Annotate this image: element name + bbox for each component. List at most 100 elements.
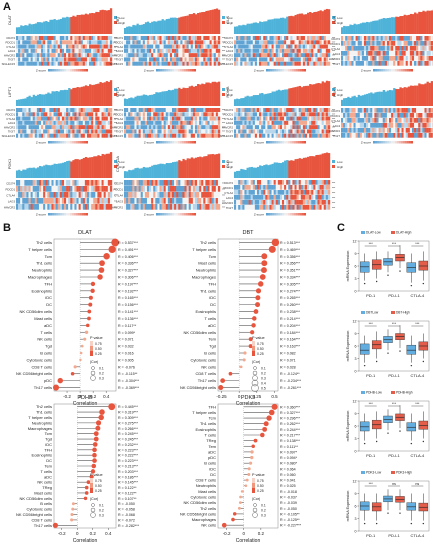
heat-cell <box>97 48 100 53</box>
heat-cell <box>132 48 135 53</box>
heat-cell <box>376 113 379 118</box>
correlation-value: R = 0.071 <box>118 338 134 342</box>
heat-cell <box>107 133 111 138</box>
heat-cell <box>93 40 96 45</box>
heat-cell <box>298 125 301 130</box>
legend-label-high: High <box>119 21 126 25</box>
correlation-value: R = 0.016 <box>118 352 134 356</box>
heat-cell <box>407 113 411 118</box>
heat-cell <box>197 120 200 125</box>
heat-cell <box>279 180 283 185</box>
heat-cell <box>376 46 379 51</box>
heat-cell <box>124 198 127 204</box>
heat-cell <box>321 40 324 45</box>
expression-bar <box>370 92 373 106</box>
heat-cell <box>95 57 98 62</box>
color-scale-cell <box>172 141 174 144</box>
heat-cell <box>265 36 268 40</box>
heat-cell <box>248 53 251 58</box>
color-scale-cell <box>194 213 196 216</box>
heat-cell <box>84 108 88 112</box>
heat-cell <box>325 190 329 195</box>
heat-cell <box>53 36 56 40</box>
heat-cell <box>397 123 400 128</box>
heat-cell <box>275 36 279 40</box>
plot-frame <box>217 238 279 392</box>
correlation-value: R = 0.141*** <box>118 310 138 314</box>
expression-bar <box>18 99 21 106</box>
legend-label-low: Low <box>227 88 233 92</box>
heat-cell <box>91 129 94 134</box>
heat-cell <box>236 120 239 125</box>
heat-cell <box>186 53 189 58</box>
expression-bar <box>109 152 113 178</box>
heat-cell <box>211 192 214 198</box>
expression-bar <box>136 167 139 178</box>
heat-cell <box>254 108 258 112</box>
heat-cell <box>259 185 262 190</box>
heat-cell <box>246 36 249 40</box>
heat-cell <box>217 112 221 117</box>
heat-cell <box>18 192 21 198</box>
heat-cell <box>163 120 166 125</box>
heat-cell <box>355 128 358 133</box>
heat-cell <box>30 186 33 192</box>
heat-cell <box>298 44 301 49</box>
lollipop-dot <box>251 323 256 328</box>
heat-cell <box>199 61 202 66</box>
heat-cell <box>277 129 281 134</box>
heat-cell <box>184 180 187 186</box>
heat-cell <box>178 112 181 117</box>
heat-cell <box>186 120 189 125</box>
heat-cell <box>182 198 185 204</box>
heat-cell <box>368 61 371 66</box>
expression-bar <box>275 18 279 34</box>
heat-cell <box>107 48 111 53</box>
heat-cell <box>45 129 48 134</box>
heat-cell <box>246 195 249 200</box>
heat-cell <box>403 113 406 118</box>
expression-bar <box>78 87 81 106</box>
category-label: T helper cells <box>192 410 216 415</box>
legend-label: DBT-High <box>396 311 410 315</box>
heat-cell <box>376 123 379 128</box>
color-scale-cell <box>168 141 170 144</box>
heat-cell <box>411 36 415 41</box>
lollipop-dot <box>73 365 77 369</box>
heat-cell <box>351 56 354 61</box>
heat-cell <box>57 116 61 121</box>
heat-cell <box>393 56 396 61</box>
heatmap-gene-label: PDK1 <box>7 158 12 169</box>
heat-cell <box>418 46 421 51</box>
heatmap-sig-label: *** <box>114 117 118 121</box>
lollipop-dot <box>80 344 84 348</box>
heat-cell <box>61 180 65 186</box>
heat-cell <box>26 125 29 130</box>
heat-cell <box>374 128 377 133</box>
expression-bar <box>157 164 160 178</box>
expression-bar <box>217 153 221 178</box>
color-scale-cell <box>284 69 286 72</box>
heat-cell <box>194 129 198 134</box>
heat-cell <box>172 48 175 53</box>
correlation-value: R = 0.491*** <box>118 248 138 252</box>
heat-cell <box>28 53 31 58</box>
heat-cell <box>188 36 191 40</box>
heat-cell <box>199 112 202 117</box>
heat-cell <box>284 200 287 205</box>
heat-cell <box>80 36 83 40</box>
heat-cell <box>188 180 191 186</box>
color-scale-cell <box>60 213 62 216</box>
heat-cell <box>422 128 425 133</box>
heat-cell <box>49 112 52 117</box>
heat-cell <box>153 192 156 198</box>
heat-cell <box>45 108 48 112</box>
heat-cell <box>288 57 291 62</box>
heat-cell <box>384 61 388 66</box>
heat-cell <box>384 36 388 41</box>
heat-cell <box>80 44 83 49</box>
heat-cell <box>140 44 143 49</box>
color-scale-cell <box>381 141 383 144</box>
category-label: NK CD56dim cells <box>20 309 52 314</box>
heat-cell <box>126 120 129 125</box>
